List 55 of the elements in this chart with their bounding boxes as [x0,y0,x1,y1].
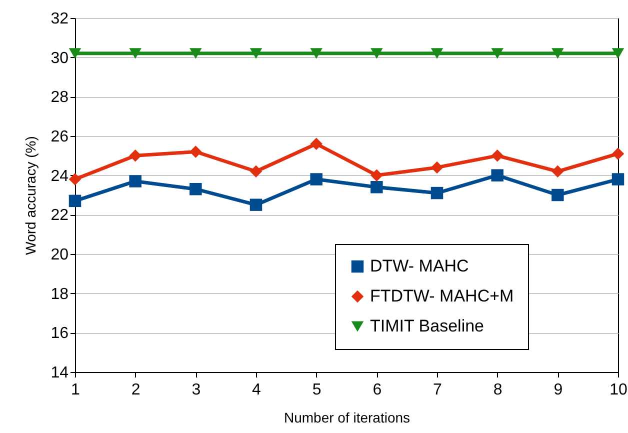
x-tick-label: 6 [372,382,382,398]
legend-label: TIMIT Baseline [370,316,484,336]
point [430,161,444,174]
legend-label: DTW- MAHC [370,256,469,276]
x-tick-label: 9 [554,382,563,398]
y-tick-label: 22 [50,207,69,224]
point [552,165,564,178]
y-tick-label: 32 [50,10,69,28]
point [491,150,504,162]
point [310,138,322,150]
x-tick-label: 7 [433,382,442,398]
y-tick-label: 16 [50,325,69,342]
x-tick-label: 4 [252,382,262,398]
point [491,169,504,182]
x-tick-label: 3 [192,382,201,398]
point [491,48,504,59]
point [612,48,624,59]
point [250,48,262,59]
point [612,173,624,186]
x-tick-label: 8 [493,382,502,398]
point [190,182,202,196]
y-tick-label: 26 [50,128,69,146]
x-axis-title: Number of iterations [284,410,410,426]
y-tick-label: 24 [50,168,69,185]
point [250,165,262,178]
point [552,188,564,202]
legend-label: FTDTW- MAHC+M [370,286,514,306]
y-tick-label: 30 [50,50,69,67]
x-tick-label: 5 [312,382,322,398]
point [129,150,142,162]
x-tick-label: 10 [610,382,628,398]
point [310,48,322,59]
point [552,48,564,59]
point [430,186,444,200]
y-axis-title: Word accuracy (%) [22,136,39,255]
point [68,194,82,208]
point [370,169,383,182]
point [612,148,624,160]
y-tick-label: 20 [50,246,69,264]
point [129,175,142,188]
point [370,48,383,59]
x-tick-label: 1 [71,382,80,398]
y-tick-label: 28 [50,89,69,106]
y-tick-label: 14 [50,364,69,382]
point [68,173,82,186]
point [370,181,383,194]
point [190,146,202,158]
point [190,48,202,59]
x-tick-label: 2 [131,382,140,398]
point [430,48,444,59]
point [68,48,82,59]
y-tick-label: 18 [50,286,69,303]
point [250,198,262,211]
point [129,48,142,59]
point [310,173,322,186]
